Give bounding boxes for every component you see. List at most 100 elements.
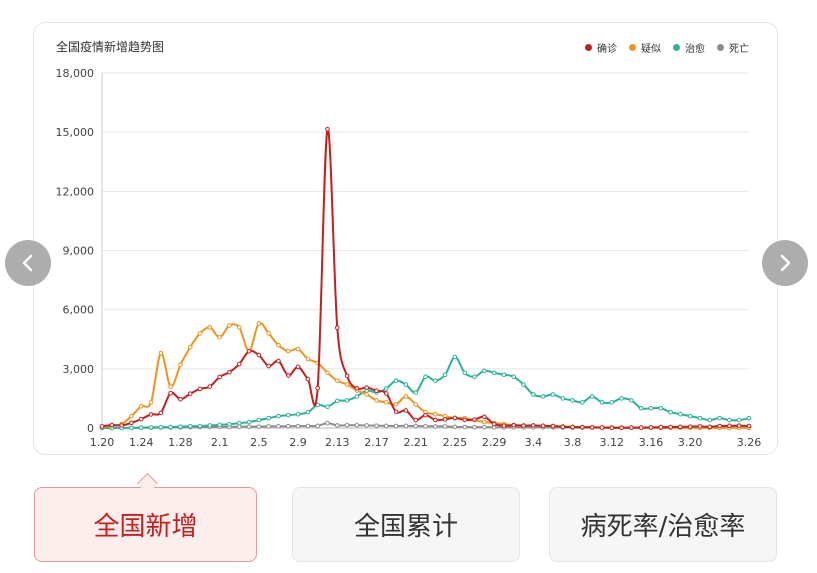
data-point bbox=[325, 370, 330, 376]
data-point bbox=[344, 398, 350, 403]
data-point bbox=[442, 424, 448, 429]
data-point bbox=[403, 394, 409, 399]
data-point bbox=[413, 402, 418, 407]
data-point bbox=[403, 408, 409, 413]
y-tick-label: 15,000 bbox=[56, 126, 95, 139]
data-point bbox=[334, 398, 340, 404]
legend-item-deaths[interactable]: 死亡 bbox=[717, 40, 749, 55]
legend-item-confirmed[interactable]: 确诊 bbox=[585, 40, 617, 55]
data-point bbox=[256, 321, 262, 326]
data-point bbox=[285, 348, 291, 354]
data-point bbox=[236, 424, 242, 430]
data-point bbox=[374, 423, 379, 428]
data-point bbox=[148, 425, 154, 430]
data-point bbox=[482, 414, 487, 420]
data-point bbox=[433, 411, 438, 417]
data-point bbox=[315, 385, 320, 391]
data-point bbox=[580, 400, 585, 405]
chevron-right-icon bbox=[780, 254, 791, 272]
x-tick-label: 2.1 bbox=[211, 436, 229, 449]
x-tick-label: 1.24 bbox=[129, 436, 154, 449]
data-point bbox=[295, 411, 301, 417]
legend-item-cured[interactable]: 治愈 bbox=[673, 40, 705, 55]
data-point bbox=[589, 425, 595, 430]
data-point bbox=[638, 425, 644, 430]
data-point bbox=[217, 334, 222, 340]
data-point bbox=[393, 423, 399, 429]
data-point bbox=[266, 424, 271, 429]
data-point bbox=[168, 390, 173, 396]
data-point bbox=[697, 424, 703, 429]
x-tick-label: 2.13 bbox=[325, 436, 350, 449]
data-point bbox=[433, 424, 438, 429]
data-point bbox=[746, 423, 752, 429]
x-tick-label: 3.12 bbox=[600, 436, 625, 449]
data-point bbox=[501, 372, 507, 378]
data-point bbox=[638, 405, 644, 411]
data-point bbox=[305, 409, 311, 415]
data-point bbox=[207, 384, 213, 389]
data-point bbox=[148, 412, 154, 417]
data-point bbox=[717, 415, 722, 421]
data-point bbox=[687, 413, 693, 419]
data-point bbox=[285, 412, 291, 418]
data-point bbox=[354, 422, 360, 428]
data-point bbox=[472, 417, 477, 422]
data-point bbox=[687, 424, 693, 429]
data-point bbox=[383, 391, 389, 396]
data-point bbox=[433, 417, 438, 423]
data-point bbox=[325, 420, 330, 426]
data-point bbox=[550, 392, 556, 397]
data-point bbox=[491, 421, 497, 427]
data-point bbox=[658, 424, 664, 430]
data-point bbox=[227, 323, 232, 328]
data-point bbox=[678, 411, 683, 417]
data-point bbox=[393, 402, 399, 407]
prev-button[interactable] bbox=[5, 240, 51, 286]
data-point bbox=[246, 419, 252, 425]
data-point bbox=[207, 325, 213, 330]
data-point bbox=[531, 423, 536, 428]
data-point bbox=[540, 394, 546, 399]
data-point bbox=[276, 424, 281, 429]
next-button[interactable] bbox=[762, 240, 808, 286]
x-tick-label: 2.9 bbox=[289, 436, 307, 449]
data-point bbox=[344, 422, 350, 428]
data-point bbox=[178, 396, 183, 402]
tab-fatality-cure-rate[interactable]: 病死率/治愈率 bbox=[549, 487, 777, 562]
x-tick-label: 2.29 bbox=[482, 436, 507, 449]
legend-item-suspected[interactable]: 疑似 bbox=[629, 40, 661, 55]
data-point bbox=[413, 390, 418, 395]
data-point bbox=[668, 424, 673, 430]
data-point bbox=[423, 374, 428, 380]
tab-national-cumulative[interactable]: 全国累计 bbox=[292, 487, 520, 562]
data-point bbox=[403, 382, 409, 387]
data-point bbox=[629, 425, 634, 430]
data-point bbox=[648, 425, 654, 430]
data-point bbox=[482, 424, 487, 430]
x-tick-label: 2.17 bbox=[364, 436, 389, 449]
data-point bbox=[138, 404, 144, 409]
data-point bbox=[187, 423, 193, 429]
data-point bbox=[178, 362, 183, 368]
series-line bbox=[101, 128, 750, 429]
data-point bbox=[227, 421, 232, 427]
data-point bbox=[717, 423, 722, 429]
data-point bbox=[187, 391, 193, 396]
data-point bbox=[364, 392, 369, 397]
data-point bbox=[560, 424, 566, 430]
data-point bbox=[393, 409, 399, 415]
x-tick-label: 3.16 bbox=[639, 436, 664, 449]
data-point bbox=[315, 423, 320, 429]
legend-dot-icon bbox=[673, 44, 680, 51]
tab-national-new[interactable]: 全国新增 bbox=[34, 487, 257, 562]
data-point bbox=[383, 400, 389, 405]
data-point bbox=[236, 325, 242, 330]
data-point bbox=[207, 423, 213, 428]
data-point bbox=[129, 425, 134, 431]
data-point bbox=[168, 384, 173, 389]
data-point bbox=[413, 423, 418, 429]
data-point bbox=[599, 400, 605, 405]
